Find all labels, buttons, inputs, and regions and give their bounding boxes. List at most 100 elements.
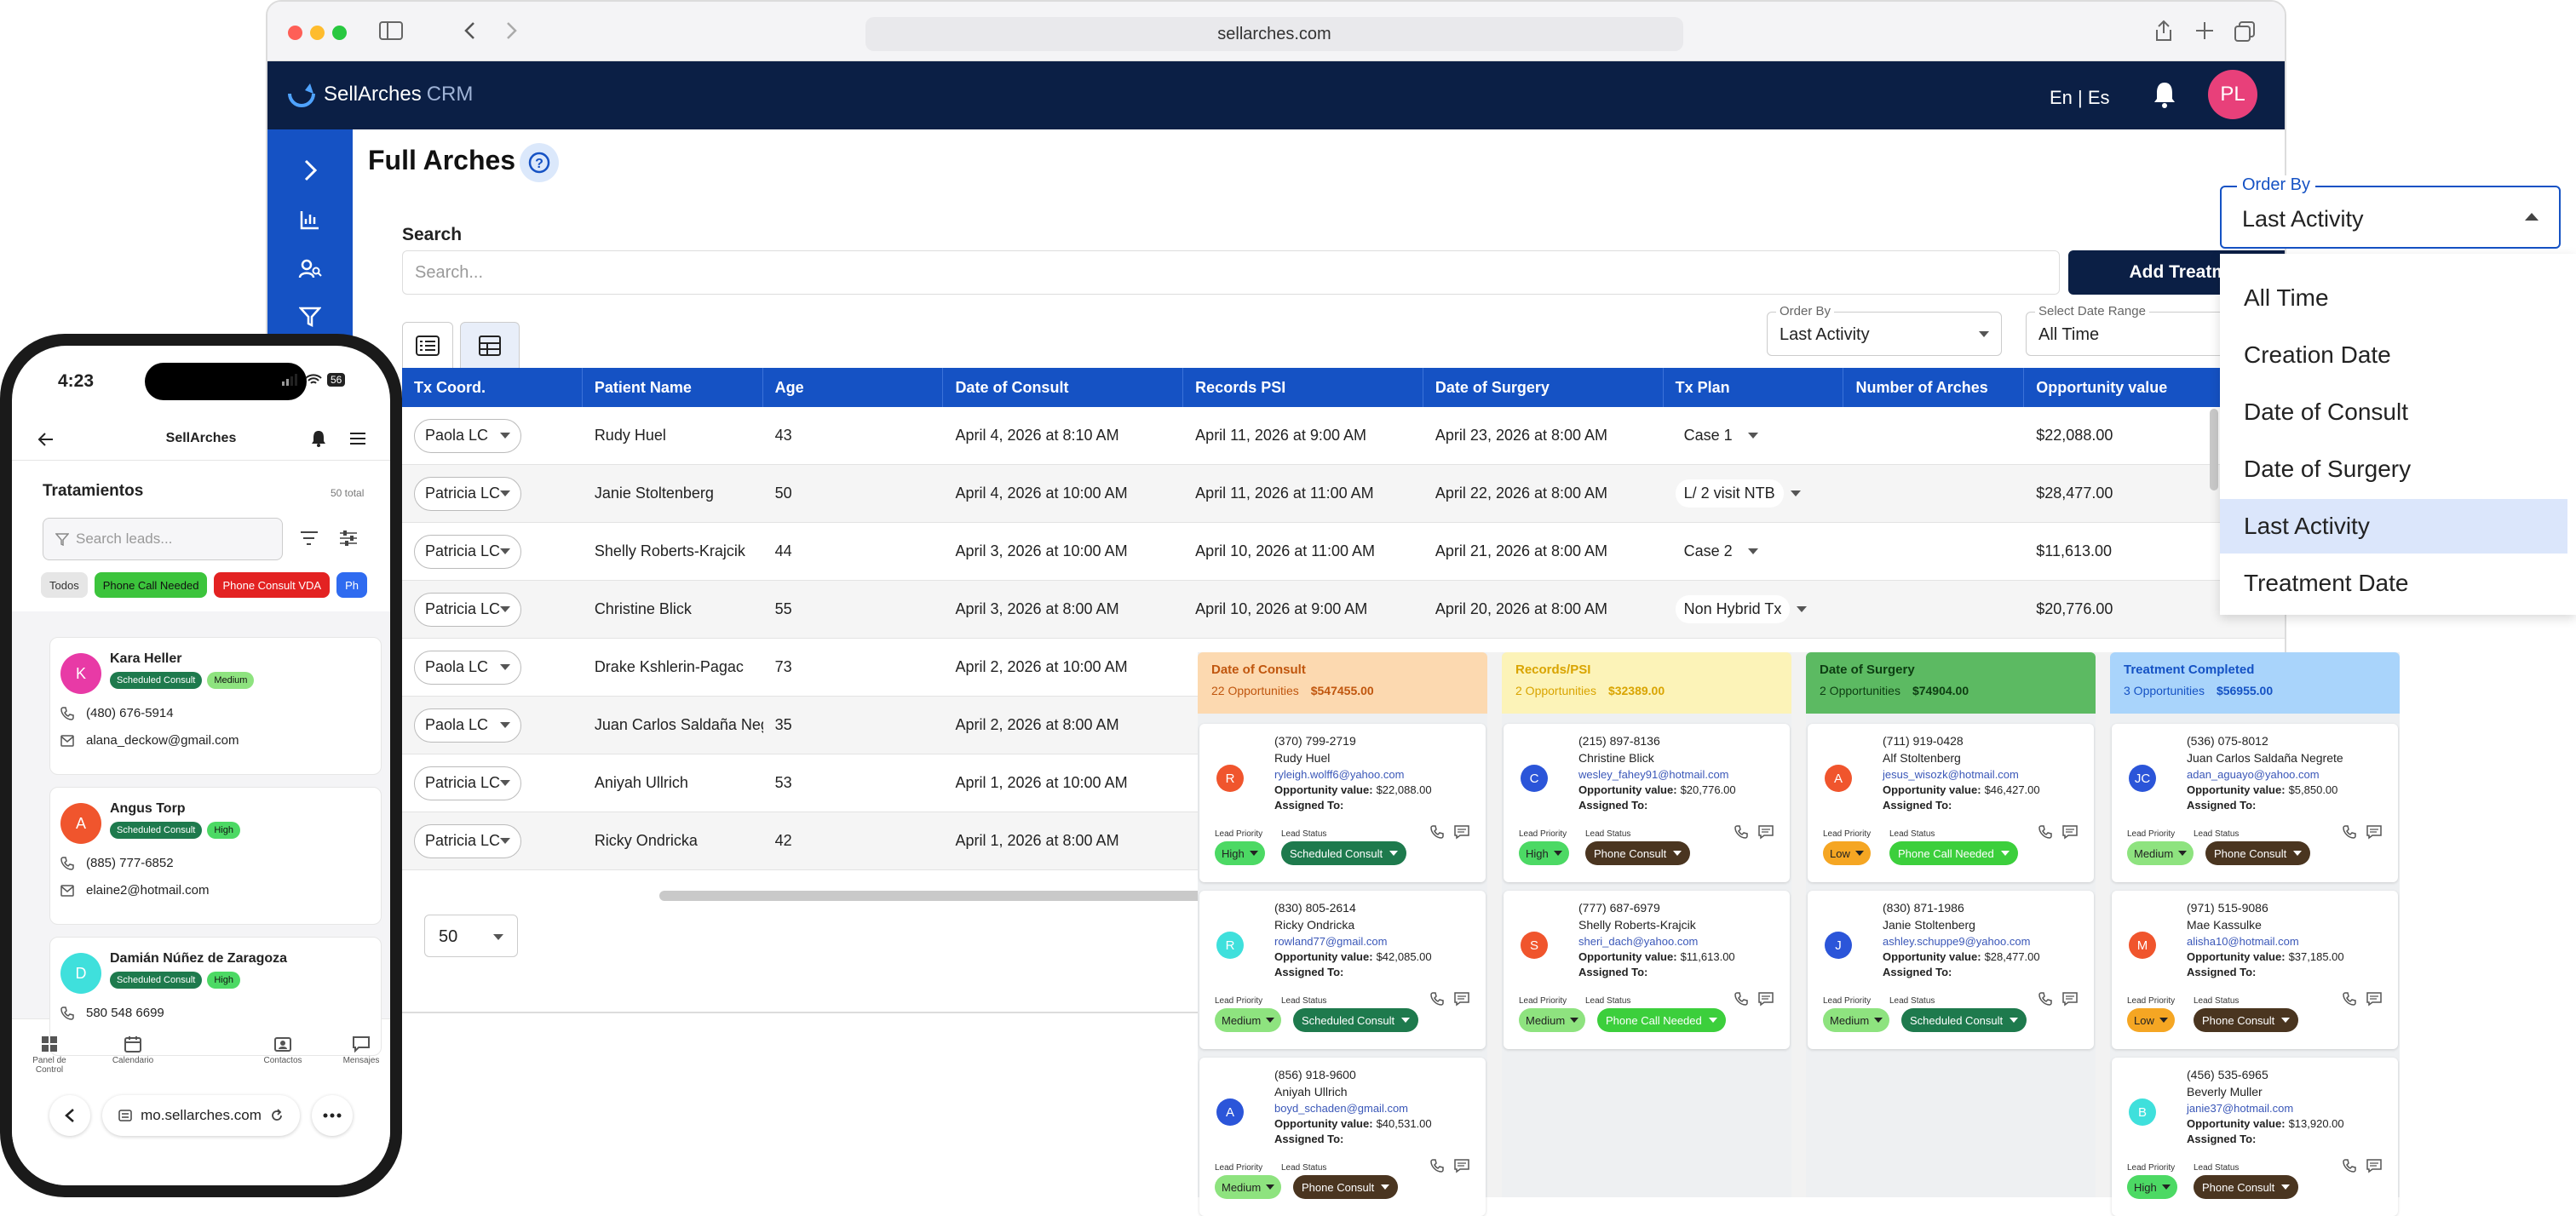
lead-card[interactable]: J (830) 871-1986 Janie Stoltenberg ashley.s… xyxy=(1808,891,2094,1049)
filter-chip[interactable]: Ph xyxy=(336,572,367,598)
mobile-nav-item[interactable]: Mensajes xyxy=(331,1035,390,1065)
column-header[interactable]: Records PSI xyxy=(1183,368,1423,407)
lead-card[interactable]: A (711) 919-0428 Alf Stoltenberg jesus_wiso… xyxy=(1808,724,2094,882)
card-chat-icon[interactable] xyxy=(1453,824,1470,840)
maximize-window-button[interactable] xyxy=(332,26,347,40)
order-option[interactable]: Creation Date xyxy=(2244,341,2391,368)
mobile-lead-card[interactable]: A Angus Torp Scheduled Consult High (885) 77… xyxy=(49,787,382,925)
table-row[interactable]: Patricia LC Christine Blick 55 April 3, 202… xyxy=(402,581,2285,639)
card-phone-icon[interactable] xyxy=(1429,824,1445,840)
table-row[interactable]: Patricia LC Aniyah Ullrich 53 April 1, 2026… xyxy=(402,754,2285,812)
address-bar[interactable]: sellarches.com xyxy=(865,17,1683,51)
lead-email-row[interactable]: elaine2@hotmail.com xyxy=(60,883,209,898)
filter-chip[interactable]: Todos xyxy=(41,572,88,598)
lead-card[interactable]: A (856) 918-9600 Aniyah Ullrich boyd_schade… xyxy=(1199,1058,1486,1216)
lead-card[interactable]: B (456) 535-6965 Beverly Muller janie37@hot… xyxy=(2112,1058,2398,1216)
lead-card[interactable]: C (215) 897-8136 Christine Blick wesley_fah… xyxy=(1504,724,1790,882)
mobile-nav-item[interactable]: Panel de Control xyxy=(19,1035,80,1075)
lead-email[interactable]: ryleigh.wolff6@yahoo.com xyxy=(1274,768,1405,781)
column-header[interactable]: Date of Consult xyxy=(943,368,1184,407)
priority-select[interactable]: Medium xyxy=(1215,1175,1282,1199)
new-tab-icon[interactable] xyxy=(2194,20,2215,41)
expand-sidebar-icon[interactable] xyxy=(290,150,331,191)
filter-chip[interactable]: Phone Consult VDA xyxy=(214,572,331,598)
column-header[interactable]: Tx Coord. xyxy=(402,368,583,407)
lead-card[interactable]: R (830) 805-2614 Ricky Ondricka rowland77@g… xyxy=(1199,891,1486,1049)
card-chat-icon[interactable] xyxy=(2366,824,2383,840)
table-row[interactable]: Patricia LC Shelly Roberts-Krajcik 44 April… xyxy=(402,523,2285,581)
lead-email[interactable]: rowland77@gmail.com xyxy=(1274,935,1388,948)
date-range-select[interactable]: Select Date Range All Time xyxy=(2026,304,2285,356)
status-select[interactable]: Phone Consult xyxy=(1585,841,1691,865)
lead-email[interactable]: janie37@hotmail.com xyxy=(2187,1102,2294,1115)
notifications-bell-icon[interactable] xyxy=(2152,80,2177,109)
adjust-filters-icon[interactable] xyxy=(339,530,358,547)
contacts-search-icon[interactable] xyxy=(290,249,331,290)
priority-select[interactable]: Medium xyxy=(1215,1008,1282,1032)
table-row[interactable]: Patricia LC Janie Stoltenberg 50 April 4, 2… xyxy=(402,465,2285,523)
mobile-menu-icon[interactable] xyxy=(349,431,366,446)
status-select[interactable]: Phone Consult xyxy=(2194,1175,2299,1199)
status-select[interactable]: Scheduled Consult xyxy=(1281,841,1407,865)
order-by-select[interactable]: Order By Last Activity xyxy=(1767,304,2002,356)
cell-plan[interactable]: Case 1 xyxy=(1664,422,1844,450)
lead-email[interactable]: wesley_fahey91@hotmail.com xyxy=(1578,768,1729,781)
back-icon[interactable] xyxy=(462,20,479,41)
column-header[interactable]: Number of Arches xyxy=(1843,368,2025,407)
lead-card[interactable]: S (777) 687-6979 Shelly Roberts-Krajcik she… xyxy=(1504,891,1790,1049)
priority-select[interactable]: High xyxy=(2127,1175,2177,1199)
priority-select[interactable]: High xyxy=(1215,841,1265,865)
share-icon[interactable] xyxy=(2153,19,2174,43)
lead-email[interactable]: jesus_wisozk@hotmail.com xyxy=(1883,768,2019,781)
lead-card[interactable]: R (370) 799-2719 Rudy Huel ryleigh.wolff6@y… xyxy=(1199,724,1486,882)
minimize-window-button[interactable] xyxy=(310,26,325,40)
lead-phone-row[interactable]: (480) 676-5914 xyxy=(60,706,174,720)
priority-select[interactable]: Medium xyxy=(1823,1008,1890,1032)
tabs-overview-icon[interactable] xyxy=(2234,20,2256,43)
coord-select[interactable]: Paola LC xyxy=(414,708,521,743)
order-option[interactable]: All Time xyxy=(2244,284,2329,311)
page-size-select[interactable]: 50 xyxy=(424,915,518,957)
coord-select[interactable]: Patricia LC xyxy=(414,534,521,569)
card-chat-icon[interactable] xyxy=(1757,991,1774,1007)
card-phone-icon[interactable] xyxy=(1429,991,1445,1007)
card-chat-icon[interactable] xyxy=(2366,1158,2383,1173)
filter-chip[interactable]: Phone Call Needed xyxy=(94,572,208,598)
column-header[interactable]: Age xyxy=(763,368,944,407)
mobile-lead-card[interactable]: D Damián Núñez de Zaragoza Scheduled Consu… xyxy=(49,937,382,1056)
help-icon[interactable]: ? xyxy=(520,143,559,182)
search-input[interactable]: Search... xyxy=(402,250,2060,295)
card-chat-icon[interactable] xyxy=(2061,824,2079,840)
order-option[interactable]: Last Activity xyxy=(2220,499,2567,554)
mobile-browser-back-icon[interactable] xyxy=(49,1095,90,1136)
lead-email[interactable]: ashley.schuppe9@yahoo.com xyxy=(1883,935,2031,948)
coord-select[interactable]: Patricia LC xyxy=(414,766,521,800)
status-select[interactable]: Phone Consult xyxy=(2205,841,2311,865)
mobile-nav-item[interactable]: Calendario xyxy=(102,1035,164,1065)
card-phone-icon[interactable] xyxy=(2342,991,2357,1007)
forward-icon[interactable] xyxy=(503,20,520,41)
lead-email[interactable]: alisha10@hotmail.com xyxy=(2187,935,2299,948)
card-phone-icon[interactable] xyxy=(2038,991,2053,1007)
mobile-back-icon[interactable] xyxy=(37,431,55,448)
status-select[interactable]: Phone Consult xyxy=(1293,1175,1399,1199)
sort-icon[interactable] xyxy=(300,530,319,547)
mobile-lead-card[interactable]: K Kara Heller Scheduled Consult Medium (480)… xyxy=(49,637,382,775)
card-phone-icon[interactable] xyxy=(1734,824,1749,840)
lead-phone-row[interactable]: 580 548 6699 xyxy=(60,1006,164,1020)
mobile-search-input[interactable]: Search leads... xyxy=(43,518,283,560)
lead-card[interactable]: JC (536) 075-8012 Juan Carlos Saldaña Negr… xyxy=(2112,724,2398,882)
analytics-icon[interactable] xyxy=(290,199,331,240)
card-phone-icon[interactable] xyxy=(2038,824,2053,840)
card-phone-icon[interactable] xyxy=(2342,1158,2357,1173)
order-option[interactable]: Treatment Date xyxy=(2244,570,2409,596)
priority-select[interactable]: Low xyxy=(2127,1008,2175,1032)
coord-select[interactable]: Patricia LC xyxy=(414,823,521,858)
status-select[interactable]: Scheduled Consult xyxy=(1901,1008,2027,1032)
coord-select[interactable]: Paola LC xyxy=(414,650,521,685)
language-switch[interactable]: En | Es xyxy=(2050,87,2110,108)
table-view-toggle-icon[interactable] xyxy=(460,322,520,368)
card-chat-icon[interactable] xyxy=(1453,991,1470,1007)
app-logo[interactable]: SellArches CRM xyxy=(285,78,473,111)
lead-card[interactable]: M (971) 515-9086 Mae Kassulke alisha10@hotm… xyxy=(2112,891,2398,1049)
